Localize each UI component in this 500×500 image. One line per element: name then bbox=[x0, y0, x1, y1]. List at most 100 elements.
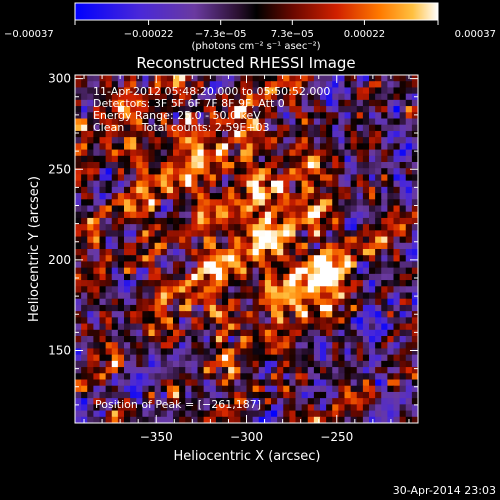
heatmap-cell bbox=[75, 124, 82, 132]
heatmap-cell bbox=[160, 81, 168, 89]
heatmap-cell bbox=[87, 317, 94, 325]
heatmap-cell bbox=[173, 249, 180, 256]
heatmap-cell bbox=[393, 360, 401, 368]
heatmap-cell bbox=[332, 118, 339, 126]
heatmap-cell bbox=[332, 280, 339, 287]
heatmap-cell bbox=[301, 348, 309, 356]
heatmap-cell bbox=[271, 280, 278, 287]
heatmap-cell bbox=[399, 267, 407, 275]
heatmap-cell bbox=[289, 280, 297, 287]
heatmap-cell bbox=[356, 193, 364, 200]
heatmap-cell bbox=[154, 416, 162, 423]
heatmap-cell bbox=[356, 174, 364, 182]
heatmap-cell bbox=[289, 286, 297, 294]
heatmap-cell bbox=[93, 280, 101, 287]
heatmap-cell bbox=[252, 249, 260, 256]
heatmap-cell bbox=[381, 99, 388, 107]
heatmap-cell bbox=[142, 230, 150, 238]
heatmap-cell bbox=[356, 224, 364, 231]
heatmap-cell bbox=[387, 348, 395, 356]
heatmap-cell bbox=[117, 106, 125, 113]
heatmap-cell bbox=[393, 199, 401, 207]
heatmap-cell bbox=[375, 217, 382, 225]
heatmap-cell bbox=[154, 180, 162, 188]
heatmap-cell bbox=[111, 93, 119, 101]
heatmap-cell bbox=[332, 155, 339, 163]
heatmap-cell bbox=[75, 211, 82, 219]
heatmap-cell bbox=[81, 130, 88, 138]
heatmap-cell bbox=[154, 267, 162, 275]
heatmap-cell bbox=[228, 230, 235, 238]
heatmap-cell bbox=[87, 304, 94, 312]
heatmap-cell bbox=[362, 174, 370, 182]
heatmap-cell bbox=[203, 143, 211, 151]
heatmap-cell bbox=[185, 317, 192, 325]
heatmap-cell bbox=[75, 391, 82, 399]
heatmap-cell bbox=[136, 273, 143, 281]
heatmap-cell bbox=[387, 143, 395, 151]
heatmap-cell bbox=[356, 106, 364, 113]
heatmap-cell bbox=[411, 174, 418, 182]
heatmap-cell bbox=[240, 304, 248, 312]
heatmap-cell bbox=[222, 379, 229, 387]
heatmap-cell bbox=[258, 224, 266, 231]
heatmap-cell bbox=[111, 81, 119, 89]
heatmap-cell bbox=[338, 416, 346, 423]
heatmap-cell bbox=[222, 106, 229, 113]
heatmap-cell bbox=[209, 93, 217, 101]
heatmap-cell bbox=[81, 81, 88, 89]
heatmap-cell bbox=[344, 137, 352, 144]
heatmap-cell bbox=[173, 348, 180, 356]
heatmap-cell bbox=[264, 137, 272, 144]
heatmap-cell bbox=[307, 124, 315, 132]
heatmap-cell bbox=[301, 211, 309, 219]
heatmap-cell bbox=[166, 410, 174, 418]
heatmap-cell bbox=[215, 292, 223, 300]
heatmap-cell bbox=[173, 360, 180, 368]
heatmap-cell bbox=[295, 261, 303, 269]
heatmap-cell bbox=[320, 367, 327, 374]
heatmap-cell bbox=[197, 130, 205, 138]
heatmap-cell bbox=[185, 93, 192, 101]
heatmap-cell bbox=[320, 342, 327, 350]
heatmap-cell bbox=[117, 186, 125, 194]
heatmap-cell bbox=[313, 137, 321, 144]
heatmap-cell bbox=[111, 261, 119, 269]
heatmap-cell bbox=[209, 348, 217, 356]
heatmap-cell bbox=[179, 391, 186, 399]
heatmap-cell bbox=[301, 137, 309, 144]
heatmap-cell bbox=[350, 99, 358, 107]
heatmap-cell bbox=[154, 162, 162, 169]
heatmap-cell bbox=[252, 137, 260, 144]
heatmap-cell bbox=[105, 373, 113, 381]
heatmap-cell bbox=[173, 199, 180, 207]
heatmap-cell bbox=[81, 385, 88, 393]
heatmap-cell bbox=[228, 180, 235, 188]
heatmap-cell bbox=[173, 130, 180, 138]
heatmap-cell bbox=[81, 367, 88, 374]
heatmap-cell bbox=[277, 106, 284, 113]
heatmap-cell bbox=[166, 242, 174, 250]
heatmap-cell bbox=[326, 249, 333, 256]
heatmap-cell bbox=[350, 367, 358, 374]
heatmap-cell bbox=[179, 106, 186, 113]
heatmap-cell bbox=[81, 211, 88, 219]
heatmap-cell bbox=[258, 174, 266, 182]
heatmap-cell bbox=[252, 81, 260, 89]
heatmap-cell bbox=[399, 205, 407, 213]
heatmap-cell bbox=[295, 273, 303, 281]
heatmap-cell bbox=[344, 193, 352, 200]
heatmap-cell bbox=[362, 311, 370, 318]
heatmap-cell bbox=[356, 286, 364, 294]
heatmap-cell bbox=[228, 367, 235, 374]
heatmap-cell bbox=[252, 155, 260, 163]
heatmap-cell bbox=[356, 75, 364, 82]
heatmap-cell bbox=[362, 267, 370, 275]
heatmap-cell bbox=[350, 180, 358, 188]
heatmap-cell bbox=[338, 255, 346, 263]
heatmap-cell bbox=[405, 230, 413, 238]
heatmap-cell bbox=[393, 162, 401, 169]
heatmap-cell bbox=[356, 162, 364, 169]
heatmap-cell bbox=[320, 379, 327, 387]
heatmap-cell bbox=[111, 193, 119, 200]
